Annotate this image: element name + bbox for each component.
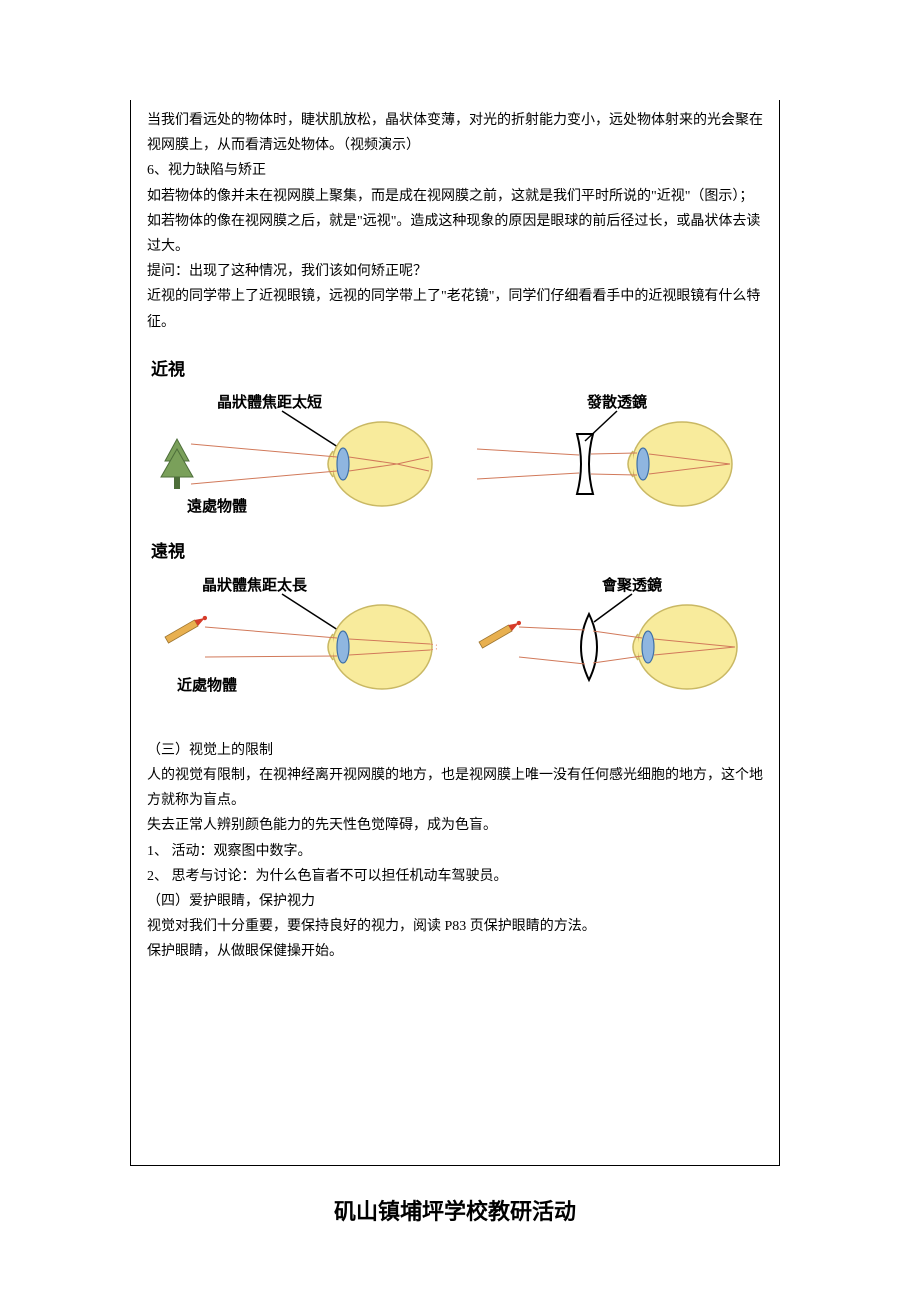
label-top: 晶狀體焦距太短: [217, 393, 322, 411]
para: 2、 思考与讨论：为什么色盲者不可以担任机动车驾驶员。: [147, 864, 763, 889]
pointer-line: [594, 594, 632, 622]
para: 近视的同学带上了近视眼镜，远视的同学带上了"老花镜"，同学们仔细看看手中的近视眼…: [147, 284, 763, 334]
label-top: 會聚透鏡: [602, 576, 662, 594]
para: 提问：出现了这种情况，我们该如何矫正呢？: [147, 259, 763, 284]
label-top: 晶狀體焦距太長: [202, 576, 308, 594]
para: 如若物体的像并未在视网膜上聚集，而是成在视网膜之前，这就是我们平时所说的"近视"…: [147, 184, 763, 260]
content-box: 当我们看远处的物体时，睫状肌放松，晶状体变薄，对光的折射能力变小，远处物体射来的…: [130, 100, 780, 1166]
hyperopia-left-panel: 晶狀體焦距太長 近處物體: [147, 572, 437, 712]
eye-icon: [628, 422, 732, 506]
label-top: 發散透鏡: [586, 393, 647, 411]
pen-icon: [479, 619, 523, 648]
pointer-line: [282, 594, 341, 632]
para: 保护眼睛，从做眼保健操开始。: [147, 939, 763, 964]
para: 人的视觉有限制，在视神经离开视网膜的地方，也是视网膜上唯一没有任何感光细胞的地方…: [147, 763, 763, 813]
para: 1、 活动：观察图中数字。: [147, 839, 763, 864]
pointer-line: [585, 411, 617, 441]
diagram-section: 近視 晶狀體焦距太短 遠處物體: [131, 339, 779, 730]
myopia-left-panel: 晶狀體焦距太短 遠處物體: [147, 389, 437, 529]
eye-icon: [328, 605, 432, 689]
para: 失去正常人辨别颜色能力的先天性色觉障碍，成为色盲。: [147, 813, 763, 838]
eye-icon: [633, 605, 737, 689]
eye-icon: [328, 422, 432, 506]
hyperopia-row: 晶狀體焦距太長 近處物體: [147, 572, 763, 712]
hyperopia-title: 遠視: [151, 537, 763, 568]
para: 当我们看远处的物体时，睫状肌放松，晶状体变薄，对光的折射能力变小，远处物体射来的…: [147, 108, 763, 158]
concave-lens-icon: [577, 434, 593, 494]
hyperopia-right-panel: 會聚透鏡: [467, 572, 757, 712]
label-bottom: 遠處物體: [187, 497, 247, 515]
myopia-title: 近視: [151, 355, 763, 386]
footer-title: 矶山镇埔坪学校教研活动: [130, 1192, 780, 1232]
para: （三）视觉上的限制: [147, 738, 763, 763]
para: 6、视力缺陷与矫正: [147, 158, 763, 183]
top-text: 当我们看远处的物体时，睫状肌放松，晶状体变薄，对光的折射能力变小，远处物体射来的…: [131, 100, 779, 339]
tree-icon: [161, 439, 193, 489]
pointer-line: [282, 411, 341, 449]
pen-icon: [165, 614, 209, 643]
bottom-text: （三）视觉上的限制 人的视觉有限制，在视神经离开视网膜的地方，也是视网膜上唯一没…: [131, 730, 779, 1165]
myopia-row: 晶狀體焦距太短 遠處物體: [147, 389, 763, 529]
myopia-right-panel: 發散透鏡: [467, 389, 757, 529]
label-bottom: 近處物體: [177, 676, 237, 694]
para: （四）爱护眼睛，保护视力: [147, 889, 763, 914]
para: 视觉对我们十分重要，要保持良好的视力，阅读 P83 页保护眼睛的方法。: [147, 914, 763, 939]
page: 当我们看远处的物体时，睫状肌放松，晶状体变薄，对光的折射能力变小，远处物体射来的…: [0, 0, 920, 1302]
convex-lens-icon: [581, 614, 597, 680]
